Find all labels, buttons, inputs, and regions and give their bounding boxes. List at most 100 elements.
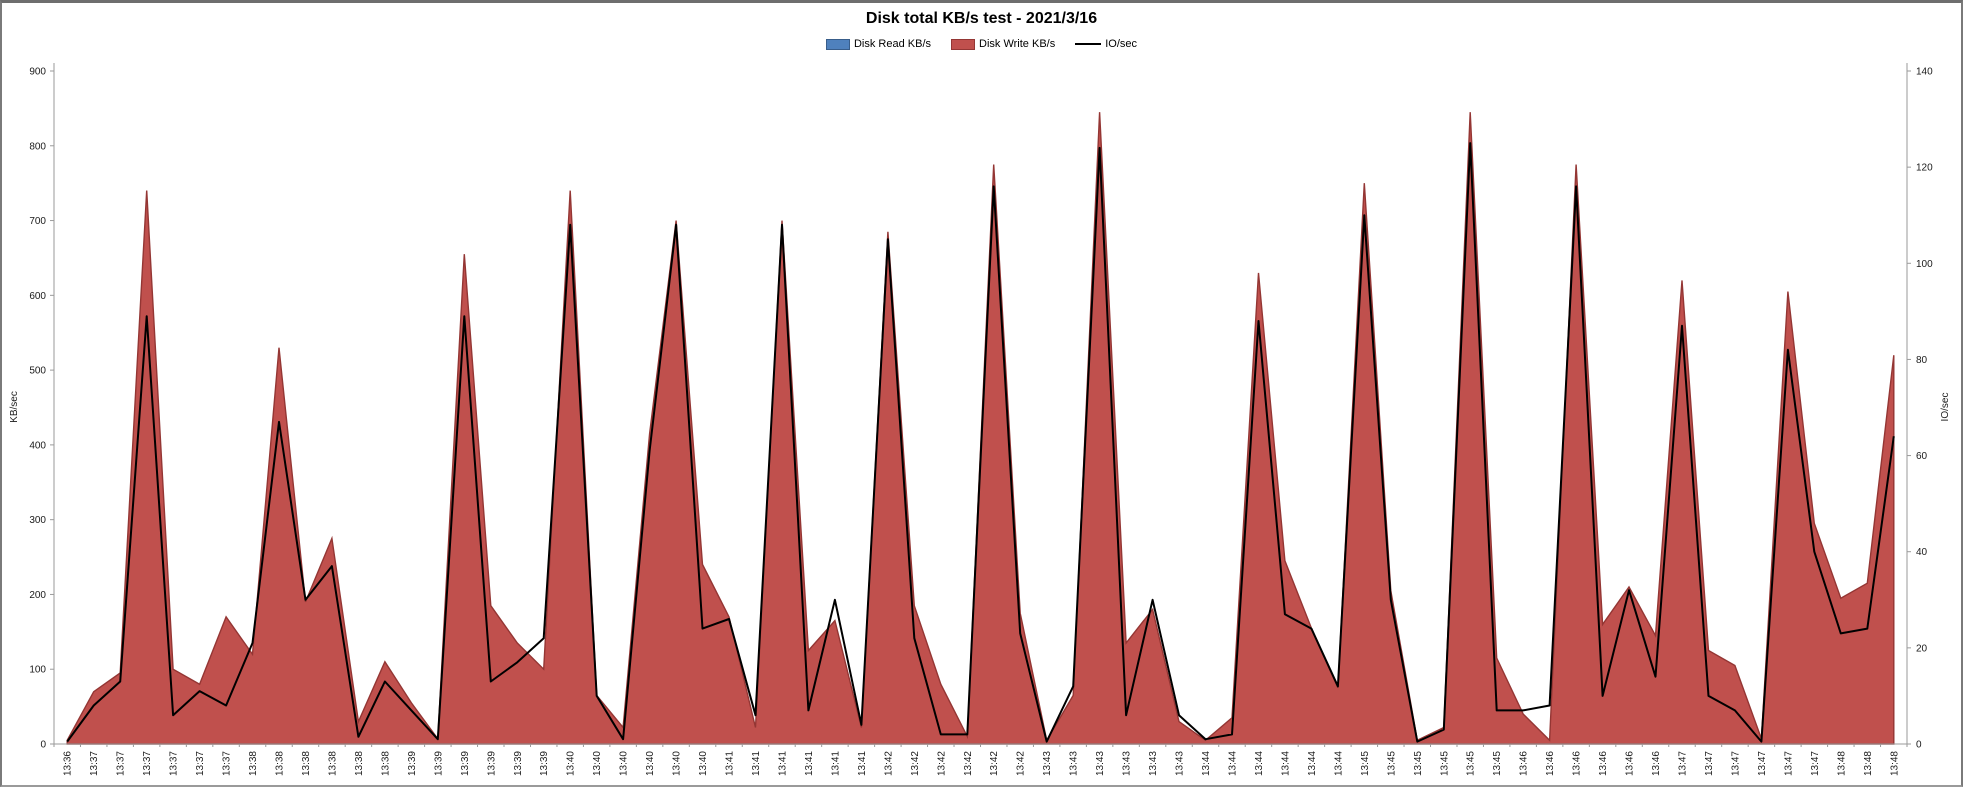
left-axis-tick-label: 600 xyxy=(29,291,46,302)
x-axis-tick-label: 13:45 xyxy=(1439,751,1450,776)
x-axis-label-group: 13:37 xyxy=(169,751,180,776)
x-axis-tick-label: 13:39 xyxy=(407,751,418,776)
x-axis-tick-label: 13:48 xyxy=(1863,751,1874,776)
left-axis-tick-label: 100 xyxy=(29,665,46,676)
x-axis-tick-label: 13:39 xyxy=(460,751,471,776)
x-axis-tick-label: 13:45 xyxy=(1386,751,1397,776)
x-axis-tick-label: 13:46 xyxy=(1545,751,1556,776)
x-axis-label-group: 13:39 xyxy=(539,751,550,776)
x-axis-label-group: 13:45 xyxy=(1466,751,1477,776)
legend-item-io-sec: IO/sec xyxy=(1075,38,1137,50)
x-axis-tick-label: 13:42 xyxy=(989,751,1000,776)
x-axis-tick-label: 13:40 xyxy=(672,751,683,776)
x-axis-tick-label: 13:43 xyxy=(1069,751,1080,776)
x-axis-label-group: 13:44 xyxy=(1201,751,1212,776)
x-axis-label-group: 13:40 xyxy=(592,751,603,776)
x-axis-tick-label: 13:43 xyxy=(1175,751,1186,776)
x-axis-label-group: 13:37 xyxy=(116,751,127,776)
x-axis-tick-label: 13:40 xyxy=(619,751,630,776)
x-axis-tick-label: 13:39 xyxy=(513,751,524,776)
x-axis-tick-label: 13:41 xyxy=(778,751,789,776)
x-axis-label-group: 13:38 xyxy=(301,751,312,776)
x-axis-label-group: 13:43 xyxy=(1175,751,1186,776)
x-axis-tick-label: 13:48 xyxy=(1889,751,1900,776)
x-axis-tick-label: 13:39 xyxy=(486,751,497,776)
x-axis-tick-label: 13:47 xyxy=(1810,751,1821,776)
x-axis-label-group: 13:38 xyxy=(354,751,365,776)
x-axis-label-group: 13:39 xyxy=(407,751,418,776)
x-axis-label-group: 13:40 xyxy=(619,751,630,776)
legend-label-io-sec: IO/sec xyxy=(1105,38,1138,50)
x-axis-label-group: 13:40 xyxy=(645,751,656,776)
x-axis-tick-label: 13:37 xyxy=(169,751,180,776)
io-line xyxy=(66,142,1895,743)
left-axis-tick-label: 700 xyxy=(29,216,46,227)
x-axis-label-group: 13:45 xyxy=(1413,751,1424,776)
left-axis-tick-label: 800 xyxy=(29,141,46,152)
x-axis-tick-label: 13:41 xyxy=(857,751,868,776)
left-axis-tick-label: 0 xyxy=(40,740,46,751)
x-axis-tick-label: 13:48 xyxy=(1836,751,1847,776)
x-axis-tick-label: 13:40 xyxy=(645,751,656,776)
x-axis-label-group: 13:44 xyxy=(1228,751,1239,776)
x-axis-tick-label: 13:43 xyxy=(1148,751,1159,776)
x-axis-tick-label: 13:38 xyxy=(354,751,365,776)
x-axis-label-group: 13:37 xyxy=(222,751,233,776)
x-axis-tick-label: 13:39 xyxy=(433,751,444,776)
x-axis-tick-label: 13:46 xyxy=(1651,751,1662,776)
x-axis-tick-label: 13:44 xyxy=(1201,751,1212,776)
x-axis-label-group: 13:45 xyxy=(1360,751,1371,776)
x-axis-label-group: 13:45 xyxy=(1492,751,1503,776)
x-axis-label-group: 13:38 xyxy=(327,751,338,776)
x-axis-label-group: 13:37 xyxy=(195,751,206,776)
chart-title: Disk total KB/s test - 2021/3/16 xyxy=(865,10,1098,27)
x-axis-label-group: 13:41 xyxy=(857,751,868,776)
io-line-swatch-icon xyxy=(1075,43,1102,45)
right-axis-tick-label: 100 xyxy=(1916,259,1933,270)
x-axis-tick-label: 13:41 xyxy=(751,751,762,776)
x-axis-label-group: 13:46 xyxy=(1572,751,1583,776)
x-axis-tick-label: 13:43 xyxy=(1122,751,1133,776)
x-axis-tick-label: 13:40 xyxy=(698,751,709,776)
x-axis-tick-label: 13:47 xyxy=(1783,751,1794,776)
legend-item-disk-read: Disk Read KB/s xyxy=(825,38,931,50)
legend-item-disk-write: Disk Write KB/s xyxy=(951,38,1055,50)
x-axis-label-group: 13:40 xyxy=(698,751,709,776)
x-axis-tick-label: 13:46 xyxy=(1625,751,1636,776)
x-axis-label-group: 13:47 xyxy=(1730,751,1741,776)
x-axis-label-group: 13:39 xyxy=(460,751,471,776)
x-axis-label-group: 13:43 xyxy=(1069,751,1080,776)
x-axis-tick-label: 13:43 xyxy=(1042,751,1053,776)
x-axis-tick-label: 13:45 xyxy=(1360,751,1371,776)
right-axis-tick-label: 0 xyxy=(1916,740,1922,751)
x-axis-tick-label: 13:42 xyxy=(910,751,921,776)
chart-legend: Disk Read KB/s Disk Write KB/s IO/sec xyxy=(2,38,1961,50)
right-axis-tick-label: 120 xyxy=(1916,163,1933,174)
x-axis-label-group: 13:45 xyxy=(1439,751,1450,776)
x-axis-tick-label: 13:47 xyxy=(1730,751,1741,776)
left-axis-tick-label: 500 xyxy=(29,366,46,377)
legend-label-disk-write: Disk Write KB/s xyxy=(979,38,1056,50)
x-axis-tick-label: 13:46 xyxy=(1598,751,1609,776)
x-axis-label-group: 13:41 xyxy=(830,751,841,776)
x-axis-label-group: 13:47 xyxy=(1810,751,1821,776)
x-axis-label-group: 13:41 xyxy=(778,751,789,776)
x-axis-label-group: 13:40 xyxy=(566,751,577,776)
x-axis-label-group: 13:39 xyxy=(513,751,524,776)
x-axis-tick-label: 13:43 xyxy=(1095,751,1106,776)
right-axis-tick-label: 60 xyxy=(1916,451,1928,462)
right-axis-tick-label: 140 xyxy=(1916,67,1933,78)
x-axis-tick-label: 13:44 xyxy=(1280,751,1291,776)
x-axis-tick-label: 13:38 xyxy=(275,751,286,776)
x-axis-tick-label: 13:39 xyxy=(539,751,550,776)
right-axis-title: IO/sec xyxy=(1940,393,1951,422)
x-axis-tick-label: 13:45 xyxy=(1466,751,1477,776)
x-axis-label-group: 13:42 xyxy=(963,751,974,776)
x-axis-label-group: 13:46 xyxy=(1545,751,1556,776)
x-axis-label-group: 13:39 xyxy=(486,751,497,776)
x-axis-label-group: 13:41 xyxy=(751,751,762,776)
x-axis-label-group: 13:38 xyxy=(380,751,391,776)
x-axis-label-group: 13:44 xyxy=(1333,751,1344,776)
x-axis-label-group: 13:43 xyxy=(1042,751,1053,776)
